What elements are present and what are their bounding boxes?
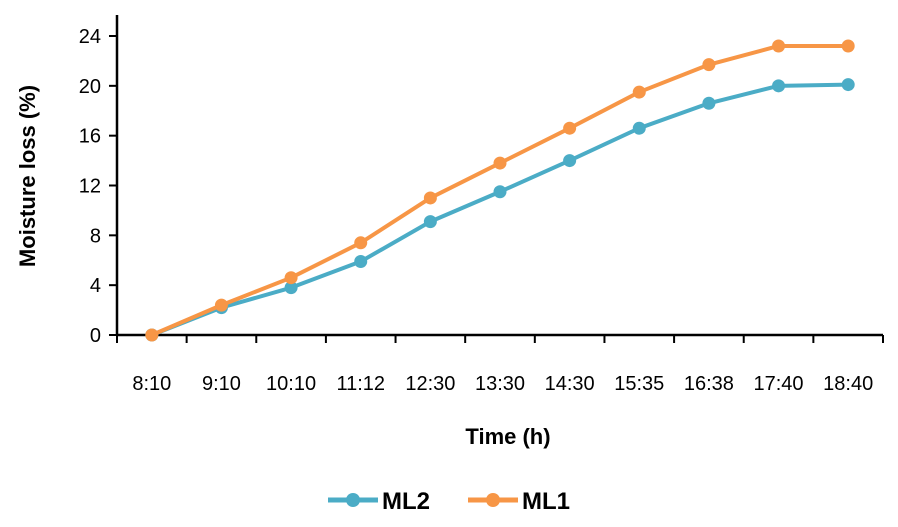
data-point [145,328,159,342]
legend-swatch-marker [486,493,500,507]
data-point [354,236,368,250]
y-tick-label: 8 [90,225,101,247]
x-tick-label: 15:35 [614,373,664,395]
y-tick-label: 4 [90,275,101,297]
y-tick-label: 16 [79,126,101,148]
legend-item-ml2: ML2 [328,488,430,515]
data-point [772,39,786,53]
legend-swatch-marker [346,493,360,507]
series-ml2 [145,78,855,342]
data-point [284,271,298,285]
x-tick-label: 9:10 [202,373,241,395]
data-point [702,96,716,110]
data-point [284,281,298,295]
data-point [841,39,855,53]
data-point [214,298,228,312]
x-tick-label: 17:40 [754,373,804,395]
x-tick-label: 14:30 [545,373,595,395]
data-point [423,215,437,229]
x-tick-label: 12:30 [405,373,455,395]
legend-item-ml1: ML1 [468,488,570,515]
series-layer [145,39,855,342]
legend: ML2 ML1 [328,488,570,515]
data-point [493,185,507,199]
data-point [632,121,646,135]
data-point [772,79,786,93]
x-axis: 8:10 9:10 10:10 11:12 12:30 13:30 14:30 15:35 16… [116,333,884,395]
y-tick-label: 12 [79,176,101,198]
series-line [151,82,849,337]
x-tick-label: 10:10 [266,373,316,395]
legend-label: ML2 [382,488,430,515]
data-point [841,78,855,92]
data-point [563,121,577,135]
data-point [423,191,437,205]
x-tick-label: 18:40 [823,373,873,395]
y-axis: 0 4 8 12 16 20 24 [79,15,119,347]
x-tick-label: 11:12 [336,373,385,395]
legend-label: ML1 [522,488,570,515]
y-axis-title: Moisture loss (%) [15,85,40,267]
y-tick-label: 24 [79,26,101,48]
data-point [563,154,577,168]
data-point [702,58,716,72]
y-tick-label: 0 [90,325,101,347]
x-tick-label: 8:10 [132,373,171,395]
x-axis-title: Time (h) [465,424,550,449]
y-tick-label: 20 [79,76,101,98]
data-point [632,85,646,99]
data-point [493,156,507,170]
x-tick-label: 16:38 [684,373,734,395]
series-ml1 [145,39,855,342]
data-point [354,254,368,268]
x-tick-label: 13:30 [475,373,525,395]
